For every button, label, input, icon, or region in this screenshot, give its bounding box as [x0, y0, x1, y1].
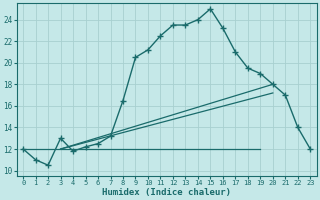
X-axis label: Humidex (Indice chaleur): Humidex (Indice chaleur)	[102, 188, 231, 197]
